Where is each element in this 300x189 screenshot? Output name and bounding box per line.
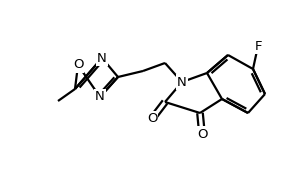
Text: F: F (254, 40, 262, 53)
Text: N: N (177, 75, 187, 88)
Text: N: N (97, 51, 107, 64)
Text: N: N (95, 91, 105, 104)
Text: O: O (73, 59, 83, 71)
Text: O: O (147, 112, 157, 125)
Text: O: O (197, 128, 207, 140)
